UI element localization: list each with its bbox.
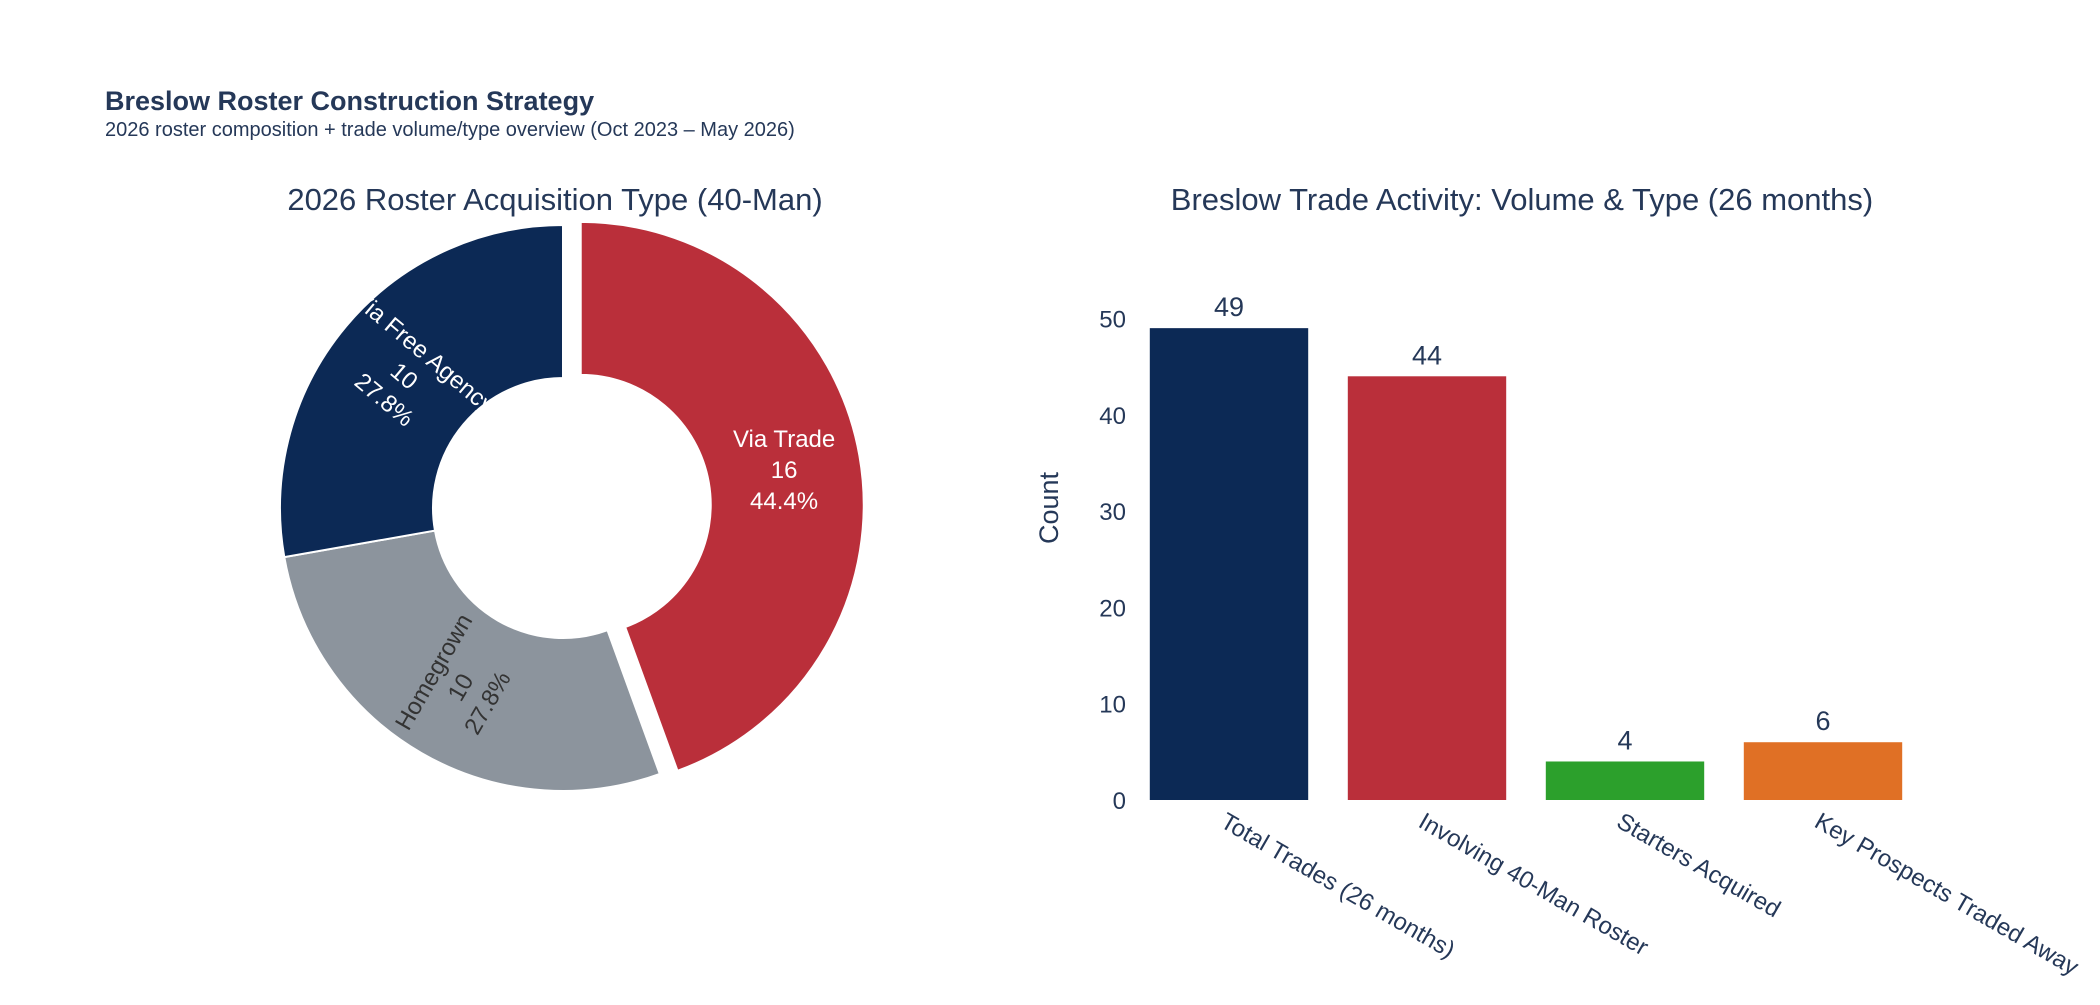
donut-slice-via-free-agency [279,223,564,559]
y-tick-label: 0 [1113,788,1126,815]
bar-involving-40-man-roster [1347,376,1507,800]
y-tick-label: 40 [1099,403,1126,430]
bar-starters-acquired [1545,761,1705,800]
y-tick-label: 50 [1099,307,1126,334]
y-tick-label: 10 [1099,692,1126,719]
donut-label-via-trade: Via Trade 16 44.4% [733,426,835,515]
bar-chart-title: Breslow Trade Activity: Volume & Type (2… [1171,182,1873,217]
donut-label-name: Via Trade [733,426,835,453]
donut-label-percent: 44.4% [750,488,818,515]
bar-value-label: 6 [1815,706,1830,736]
donut-slice-via-trade [579,220,865,773]
y-tick-label: 30 [1099,499,1126,526]
page-subtitle: 2026 roster composition + trade volume/t… [105,119,795,141]
bar-value-label: 4 [1617,725,1632,755]
bar-value-label: 49 [1214,292,1244,322]
bar-value-label: 44 [1412,340,1442,370]
y-axis-label: Count [1034,471,1064,544]
donut-label-value: 16 [771,457,798,484]
donut-chart: 2026 Roster Acquisition Type (40-Man) Vi… [279,182,865,792]
donut-chart-title: 2026 Roster Acquisition Type (40-Man) [287,182,822,217]
page-title: Breslow Roster Construction Strategy [105,86,594,116]
bar-key-prospects-traded-away [1743,742,1903,800]
y-tick-label: 20 [1099,595,1126,622]
donut-slice-homegrown [283,529,662,792]
bar-total-trades-26-months [1149,328,1309,800]
